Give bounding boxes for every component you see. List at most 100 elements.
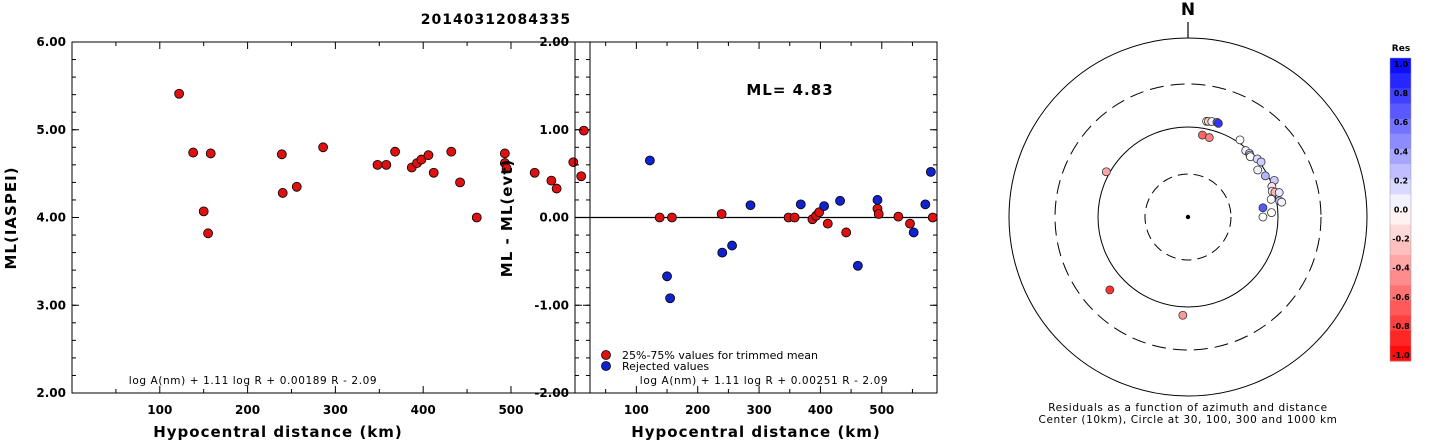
- colorbar-label: 0.8: [1394, 89, 1409, 98]
- polar-center: [1185, 214, 1191, 220]
- colorbar-cell: [1390, 270, 1411, 286]
- colorbar-cell: [1390, 254, 1411, 271]
- polar-circle-30km: [1144, 173, 1232, 261]
- middle-data-point: [716, 209, 727, 219]
- middle-data-point: [872, 195, 883, 205]
- left-ytick-label: 5.00: [36, 123, 66, 137]
- middle-ylabel: ML - ML(evt): [498, 159, 516, 277]
- middle-ytick-label: -2.00: [534, 386, 569, 400]
- colorbar-cell: [1390, 209, 1411, 226]
- polar-circle-100km: [1097, 126, 1279, 308]
- north-label: N: [1181, 0, 1195, 20]
- left-xlabel: Hypocentral distance (km): [153, 423, 403, 441]
- polar-caption-2: Center (10km), Circle at 30, 100, 300 an…: [1039, 414, 1338, 426]
- middle-ytick-label: 1.00: [539, 123, 569, 137]
- legend-label-accepted: 25%-75% values for trimmed mean: [622, 349, 818, 362]
- colorbar-cell: [1390, 239, 1411, 256]
- middle-xtick-label: 200: [685, 403, 710, 417]
- left-data-point: [551, 183, 562, 194]
- left-ticks: 100 200 300 400 500 2.00 3.00 4.00 5.00 6.00: [36, 35, 590, 417]
- left-data-point: [499, 148, 510, 159]
- colorbar-cell: [1390, 88, 1411, 104]
- polar-data-point: [1258, 203, 1268, 213]
- left-data-point: [381, 159, 392, 170]
- left-data-point: [390, 146, 400, 157]
- colorbar-cell: [1390, 315, 1411, 332]
- left-data-point: [578, 125, 589, 136]
- colorbar-label: 0.2: [1394, 176, 1408, 185]
- left-data-point: [203, 228, 213, 239]
- left-data-point: [188, 147, 199, 158]
- middle-data-point: [667, 212, 677, 223]
- legend-marker-rejected: [601, 361, 611, 371]
- middle-data-point: [893, 211, 904, 222]
- middle-data-point: [920, 199, 931, 210]
- left-data-point: [291, 181, 302, 192]
- left-data-point: [277, 188, 288, 198]
- polar-caption-1: Residuals as a function of azimuth and d…: [1048, 402, 1328, 414]
- figure-title: 20140312084335: [421, 12, 571, 28]
- left-panel: 100 200 300 400 500 2.00 3.00 4.00 5.00 6.00 Hypo…: [2, 35, 591, 441]
- middle-legend: 25%-75% values for trimmed mean Rejected…: [601, 349, 818, 373]
- colorbar-cell: [1390, 73, 1411, 89]
- residual-colorbar: Res 1.0 0.8 0.6 0.4 0.2 0.0 -0.2 -0.4 -0.6 -0.8 -1…: [1389, 44, 1412, 362]
- middle-panel: 100 200 300 400 500 -2.00 -1.00 0.00 1.00 2.00 Hy…: [498, 35, 938, 441]
- left-xtick-label: 300: [323, 403, 348, 417]
- middle-xtick-label: 300: [747, 403, 772, 417]
- polar-data-point: [1258, 212, 1268, 222]
- left-data-point: [471, 212, 482, 223]
- left-ytick-label: 4.00: [36, 211, 66, 225]
- middle-data-point: [644, 155, 655, 166]
- polar-data-point: [1274, 188, 1284, 197]
- left-data-point: [455, 177, 465, 188]
- middle-data-point: [873, 209, 884, 219]
- left-data-point: [416, 154, 427, 165]
- colorbar-cell: [1390, 103, 1411, 120]
- middle-points: [644, 155, 938, 304]
- middle-data-point: [819, 201, 830, 211]
- left-data-point: [428, 167, 439, 178]
- polar-data-point: [1105, 285, 1115, 295]
- colorbar-label: 0.0: [1394, 206, 1409, 215]
- polar-data-point: [1277, 197, 1287, 207]
- left-data-point: [568, 157, 579, 168]
- middle-data-point: [822, 218, 833, 229]
- colorbar-outline: [1389, 57, 1412, 362]
- middle-data-point: [925, 166, 936, 177]
- middle-ytick-label: -1.00: [534, 298, 569, 312]
- colorbar-label: -0.2: [1392, 235, 1410, 244]
- polar-data-point: [1260, 171, 1270, 181]
- left-xtick-label: 200: [235, 403, 260, 417]
- middle-data-point: [795, 199, 806, 210]
- colorbar-cell: [1390, 194, 1411, 210]
- colorbar-cells: [1389, 57, 1412, 362]
- colorbar-cell: [1390, 285, 1411, 301]
- middle-xlabel: Hypocentral distance (km): [631, 423, 881, 441]
- polar-data-point: [1235, 135, 1245, 145]
- middle-data-point: [745, 200, 756, 211]
- polar-data-point: [1266, 194, 1276, 204]
- middle-xtick-label: 100: [624, 403, 649, 417]
- middle-data-point: [908, 227, 919, 238]
- left-xtick-label: 500: [498, 403, 523, 417]
- middle-data-point: [852, 260, 863, 271]
- left-data-point: [198, 206, 209, 217]
- left-data-point: [423, 150, 434, 161]
- colorbar-cell: [1390, 224, 1411, 241]
- middle-data-point: [717, 247, 728, 258]
- polar-data-point: [1204, 133, 1214, 142]
- left-ylabel: ML(IASPEI): [2, 166, 20, 269]
- middle-data-point: [927, 212, 938, 223]
- left-formula: log A(nm) + 1.11 log R + 0.00189 R - 2.0…: [129, 375, 377, 387]
- colorbar-label: -0.4: [1392, 264, 1410, 273]
- colorbar-cell: [1390, 164, 1411, 180]
- left-data-point: [529, 167, 540, 178]
- middle-data-point: [841, 227, 852, 238]
- colorbar-cell: [1390, 330, 1411, 347]
- left-data-point: [205, 148, 216, 159]
- ml-annotation: ML= 4.83: [746, 81, 833, 99]
- colorbar-label: 1.0: [1394, 60, 1409, 69]
- colorbar-label: -0.6: [1392, 293, 1410, 302]
- left-xtick-label: 400: [411, 403, 436, 417]
